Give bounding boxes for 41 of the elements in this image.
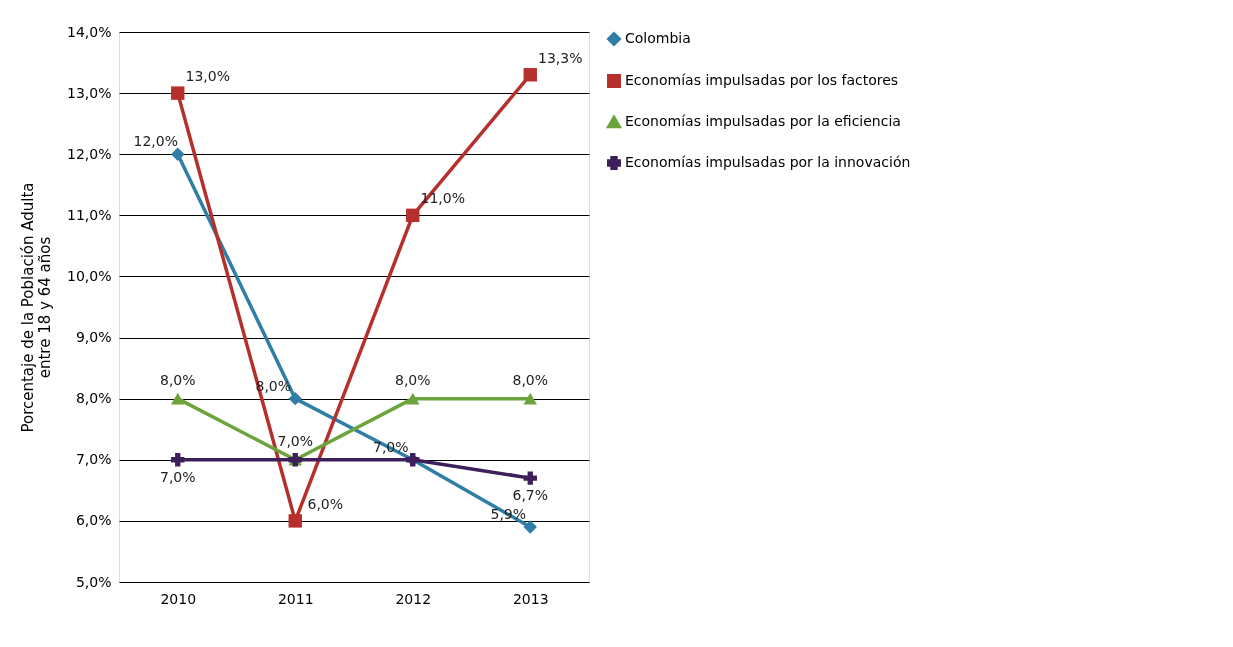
data-label: 7,0% — [159, 468, 196, 485]
data-label: 8,0% — [159, 371, 196, 388]
point — [523, 68, 537, 82]
data-label: 12,0% — [133, 133, 178, 150]
point — [523, 392, 537, 405]
x-tick-label: 2012 — [395, 590, 432, 607]
y-tick-label: 11,0% — [67, 206, 112, 223]
data-label: 8,0% — [512, 371, 549, 388]
y-tick-label: 6,0% — [75, 512, 112, 529]
legend-label: Economías impulsadas por la eficiencia — [625, 113, 901, 129]
data-label: 13,3% — [538, 49, 583, 66]
legend-label: Economías impulsadas por los factores — [625, 72, 899, 88]
legend-label: Economías impulsadas por la innovación — [625, 154, 911, 170]
y-tick-label: 5,0% — [75, 573, 112, 590]
point — [523, 520, 537, 534]
y-tick-label: 9,0% — [75, 329, 112, 346]
data-label: 6,0% — [307, 495, 344, 512]
data-label: 6,7% — [512, 487, 549, 504]
point — [288, 514, 302, 528]
point — [406, 392, 420, 405]
data-label: 7,0% — [277, 432, 314, 449]
x-tick-label: 2011 — [277, 590, 314, 607]
y-tick-label: 8,0% — [75, 390, 112, 407]
data-label: 13,0% — [185, 68, 230, 85]
x-tick-label: 2013 — [512, 590, 549, 607]
y-axis-title: Porcentaje de la Población Adulta entre 18 y 64 años — [19, 182, 55, 433]
point — [171, 453, 185, 467]
point — [406, 208, 420, 223]
y-tick-label: 12,0% — [67, 145, 112, 162]
point — [288, 391, 302, 406]
legend-label: Colombia — [625, 30, 691, 46]
point — [171, 86, 185, 100]
x-tick-label: 2010 — [160, 590, 197, 607]
point — [523, 471, 537, 485]
y-tick-label: 13,0% — [67, 84, 112, 101]
y-tick-label: 14,0% — [67, 23, 112, 40]
point — [171, 392, 185, 405]
y-tick-label: 10,0% — [67, 267, 112, 284]
point — [171, 147, 185, 161]
data-label: 8,0% — [394, 371, 431, 388]
y-tick-label: 7,0% — [75, 451, 112, 468]
